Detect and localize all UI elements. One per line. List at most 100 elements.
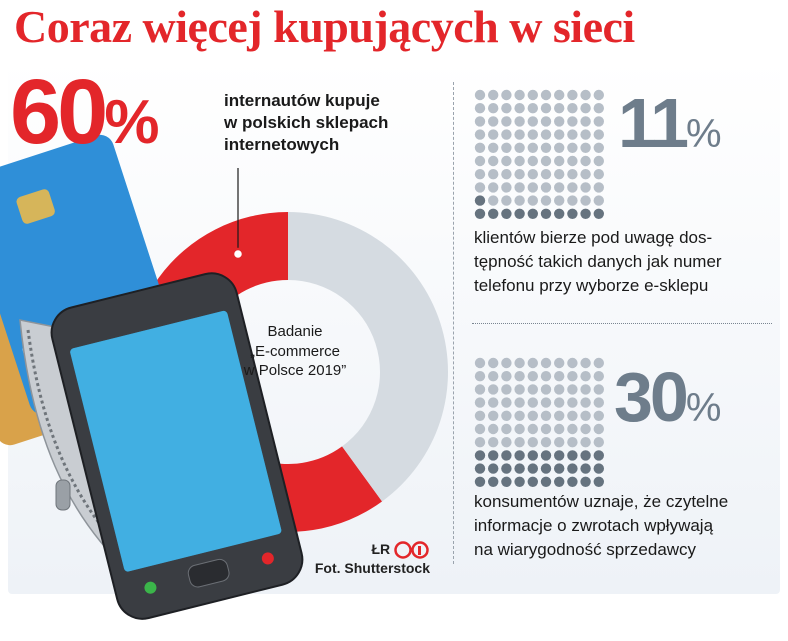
dot	[554, 182, 565, 193]
stat-2-text: konsumentów uznaje, że czytelne informac…	[474, 490, 774, 561]
stat-1-unit: %	[686, 112, 722, 156]
dot	[514, 423, 525, 435]
divider-horizontal	[472, 323, 772, 324]
dot	[501, 89, 512, 101]
headline-caption: internautów kupuje w polskich sklepach i…	[224, 90, 434, 156]
dot	[567, 195, 578, 206]
dot	[488, 142, 499, 153]
dot	[580, 169, 591, 180]
dot	[527, 410, 538, 421]
dot-highlighted	[554, 450, 565, 461]
dot	[527, 129, 538, 140]
dot	[474, 357, 486, 369]
dot	[514, 116, 525, 127]
dot-highlighted	[580, 463, 591, 474]
dot	[567, 437, 578, 448]
dot	[474, 397, 486, 408]
dot	[501, 129, 512, 140]
dot	[488, 155, 499, 167]
dot	[474, 182, 486, 193]
dot	[527, 423, 538, 435]
dot	[488, 89, 499, 101]
dot-highlighted	[488, 450, 499, 461]
dot	[501, 437, 512, 448]
dot	[488, 182, 499, 193]
dot	[527, 397, 538, 408]
page-title: Coraz więcej kupujących w sieci	[14, 1, 635, 52]
dot	[567, 142, 578, 153]
divider-vertical	[453, 82, 454, 564]
call-icon	[144, 581, 157, 594]
stat-2-value: 30	[614, 358, 689, 436]
dot	[488, 357, 499, 369]
dot	[567, 423, 578, 435]
dot	[567, 182, 578, 193]
dot	[527, 169, 538, 180]
dot	[580, 357, 591, 369]
dot-highlighted	[580, 476, 591, 487]
dot	[593, 384, 604, 395]
dot	[554, 397, 565, 408]
dot	[540, 410, 552, 421]
dot	[540, 129, 552, 140]
dot	[488, 437, 499, 448]
dot	[580, 437, 591, 448]
headline-caption-line: internetowych	[224, 135, 340, 155]
dot-highlighted	[501, 208, 512, 219]
dot	[488, 397, 499, 408]
dot	[567, 384, 578, 395]
dot	[593, 195, 604, 206]
dot	[527, 116, 538, 127]
dot-highlighted	[501, 476, 512, 487]
dot-highlighted	[554, 463, 565, 474]
credits: ŁR Fot. Shutterstock	[298, 540, 430, 578]
dot	[474, 423, 486, 435]
dot	[567, 155, 578, 167]
dot	[593, 357, 604, 369]
dot-highlighted	[501, 463, 512, 474]
dot	[514, 437, 525, 448]
donut-center-label: Badanie „E-commerce w Polsce 2019”	[230, 322, 360, 381]
dot	[580, 195, 591, 206]
dot	[580, 116, 591, 127]
dot	[501, 397, 512, 408]
dot	[567, 129, 578, 140]
stat-2-text-line: konsumentów uznaje, że czytelne	[474, 492, 729, 511]
dot	[540, 357, 552, 369]
dot	[567, 410, 578, 421]
dot	[593, 437, 604, 448]
dot	[501, 357, 512, 369]
dot	[488, 129, 499, 140]
dot	[514, 371, 525, 382]
dot-highlighted	[567, 476, 578, 487]
dot	[488, 371, 499, 382]
dot	[501, 142, 512, 153]
dot	[567, 103, 578, 114]
dot-highlighted	[488, 208, 499, 219]
dot	[501, 116, 512, 127]
dot	[488, 423, 499, 435]
dot	[540, 195, 552, 206]
dot	[527, 195, 538, 206]
dot	[580, 129, 591, 140]
dot-highlighted	[514, 208, 525, 219]
dot	[580, 384, 591, 395]
dot	[567, 169, 578, 180]
dot	[540, 103, 552, 114]
stat-2-number: 30%	[614, 362, 721, 432]
dot	[501, 384, 512, 395]
dot-highlighted	[488, 476, 499, 487]
dot	[554, 195, 565, 206]
dot-highlighted	[554, 208, 565, 219]
dot-highlighted	[593, 450, 604, 461]
dot	[474, 103, 486, 114]
headline-caption-line: w polskich sklepach	[224, 113, 389, 133]
dot-highlighted	[580, 450, 591, 461]
dot	[593, 129, 604, 140]
dot	[474, 371, 486, 382]
dot-highlighted	[540, 450, 552, 461]
stat-1-text-line: klientów bierze pod uwagę dos-	[474, 228, 713, 247]
zipper-pull	[55, 479, 71, 511]
dot	[501, 155, 512, 167]
dot	[580, 142, 591, 153]
